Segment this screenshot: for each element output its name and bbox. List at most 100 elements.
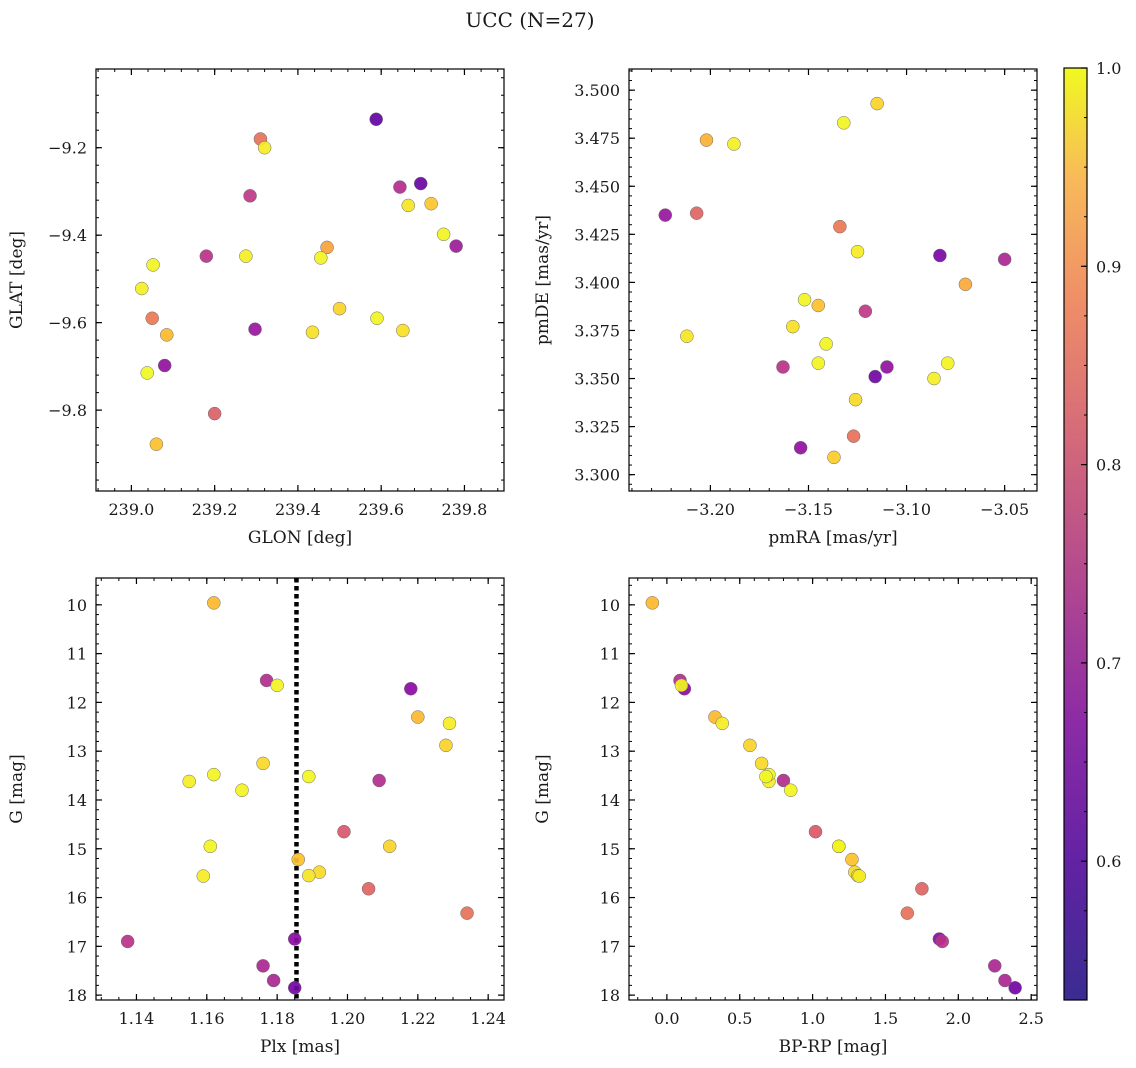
pm-panel: −3.20 −3.15 −3.10 −3.05 3.300 3.325 3.350 3.375… bbox=[533, 68, 1038, 548]
data-point bbox=[439, 738, 453, 753]
y-tick-label: 3.350 bbox=[574, 370, 620, 389]
y-tick-label: 13 bbox=[67, 742, 87, 761]
data-point bbox=[848, 392, 863, 407]
y-axis-label: GLAT [deg] bbox=[7, 231, 27, 329]
data-point bbox=[287, 981, 302, 995]
data-point bbox=[793, 440, 808, 455]
plx-g-panel: 1.14 1.16 1.18 1.20 1.22 1.24 10 11 12 13 14 15 16 17… bbox=[7, 577, 506, 1057]
data-point bbox=[900, 906, 915, 920]
colorbar-tick-label: 0.7 bbox=[1096, 654, 1121, 673]
y-tick-label: 17 bbox=[67, 937, 87, 956]
data-point bbox=[145, 311, 159, 326]
data-point bbox=[811, 298, 826, 313]
y-tick-label: 18 bbox=[67, 986, 87, 1005]
y-tick-label: 16 bbox=[600, 889, 620, 908]
data-point bbox=[314, 251, 328, 265]
data-point bbox=[199, 249, 214, 263]
x-tick-label: 239.2 bbox=[192, 500, 238, 519]
data-point bbox=[305, 325, 320, 340]
data-point bbox=[207, 767, 221, 782]
y-tick-label: 12 bbox=[600, 693, 620, 712]
data-point bbox=[270, 678, 284, 693]
x-tick-label: 0.0 bbox=[654, 1009, 679, 1028]
x-axis-label: Plx [mas] bbox=[260, 1037, 340, 1057]
y-tick-label: 3.400 bbox=[574, 273, 620, 292]
data-point bbox=[243, 189, 257, 203]
x-tick-label: 1.14 bbox=[119, 1009, 155, 1028]
data-point bbox=[146, 258, 160, 272]
data-point bbox=[645, 596, 660, 610]
data-point bbox=[140, 366, 154, 380]
data-point bbox=[257, 140, 272, 155]
x-tick-label: 1.5 bbox=[873, 1009, 898, 1028]
y-tick-label: 18 bbox=[600, 986, 620, 1005]
data-point bbox=[372, 773, 386, 788]
data-point bbox=[203, 839, 218, 854]
data-point bbox=[404, 681, 418, 696]
y-tick-label: 14 bbox=[600, 791, 620, 810]
y-tick-label: 3.325 bbox=[574, 418, 620, 437]
colorbar-tick-label: 0.6 bbox=[1096, 852, 1121, 871]
data-point bbox=[337, 824, 351, 839]
y-tick-label: 16 bbox=[67, 889, 87, 908]
y-axis-label: G [mag] bbox=[533, 754, 553, 823]
data-point bbox=[291, 852, 305, 867]
y-tick-label: 3.475 bbox=[574, 129, 620, 148]
data-point bbox=[958, 277, 973, 292]
data-point bbox=[811, 356, 826, 370]
data-point bbox=[256, 756, 270, 771]
data-point bbox=[239, 249, 253, 263]
data-point bbox=[797, 292, 812, 307]
data-point bbox=[411, 710, 425, 724]
data-point bbox=[915, 882, 929, 896]
x-tick-label: 2.0 bbox=[946, 1009, 971, 1028]
data-point bbox=[783, 783, 798, 797]
y-tick-label: 15 bbox=[67, 840, 87, 859]
x-tick-label: 1.24 bbox=[470, 1009, 506, 1028]
y-tick-label: 17 bbox=[600, 937, 620, 956]
colorbar-tick-label: 1.0 bbox=[1096, 59, 1121, 78]
data-point bbox=[256, 959, 270, 973]
colorbar-tick-label: 0.8 bbox=[1096, 456, 1121, 475]
x-axis-label: GLON [deg] bbox=[248, 528, 352, 548]
data-point bbox=[332, 301, 347, 316]
data-point bbox=[776, 773, 791, 788]
y-axis-label: G [mag] bbox=[7, 754, 27, 823]
y-tick-label: 11 bbox=[67, 645, 87, 664]
data-point bbox=[833, 219, 847, 234]
data-point bbox=[941, 356, 955, 370]
y-tick-label: 10 bbox=[67, 596, 87, 615]
plot-frame bbox=[628, 577, 1038, 1001]
plot-frame bbox=[95, 68, 505, 492]
data-point bbox=[997, 252, 1012, 267]
data-point bbox=[759, 769, 773, 784]
data-point bbox=[287, 932, 302, 946]
data-point bbox=[699, 133, 714, 147]
data-point bbox=[235, 783, 249, 797]
x-tick-label: 0.5 bbox=[727, 1009, 752, 1028]
y-tick-label: 15 bbox=[600, 840, 620, 859]
data-point bbox=[302, 769, 316, 784]
data-point bbox=[442, 716, 457, 731]
data-point bbox=[396, 323, 410, 338]
plot-frame bbox=[95, 577, 505, 1001]
plot-frame bbox=[628, 68, 1038, 492]
x-tick-label: 239.0 bbox=[108, 500, 154, 519]
y-tick-label: 12 bbox=[67, 693, 87, 712]
x-tick-label: 1.22 bbox=[400, 1009, 436, 1028]
data-point bbox=[149, 437, 164, 451]
glon-glat-panel: 239.0 239.2 239.4 239.6 239.8 −9.2 −9.4 −9.6 −9.… bbox=[7, 68, 505, 548]
x-tick-label: −3.15 bbox=[784, 500, 833, 519]
data-point bbox=[460, 906, 474, 920]
data-point bbox=[424, 196, 438, 211]
data-point bbox=[196, 869, 211, 883]
data-point bbox=[680, 329, 694, 343]
data-point bbox=[827, 450, 841, 465]
data-point bbox=[846, 429, 861, 443]
x-tick-label: −3.05 bbox=[980, 500, 1029, 519]
y-tick-label: 3.375 bbox=[574, 321, 620, 340]
data-point bbox=[754, 756, 769, 771]
data-point bbox=[361, 882, 376, 896]
data-point bbox=[786, 319, 800, 334]
